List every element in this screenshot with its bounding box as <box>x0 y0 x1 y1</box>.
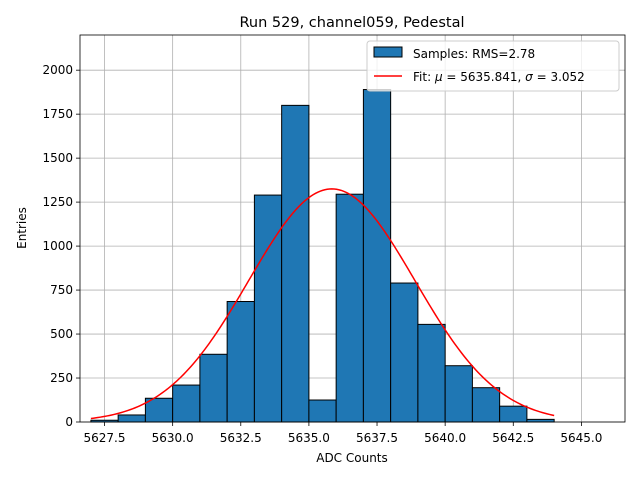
histogram-bar-14 <box>471 387 501 423</box>
legend-mu-symbol: μ <box>434 70 443 84</box>
y-axis-ticks: 0 250 500 750 1000 1250 1500 1750 2000 <box>42 63 80 429</box>
y-tick-label-0: 0 <box>65 415 73 429</box>
x-tick-label-7: 5645.0 <box>560 431 602 445</box>
legend-fit-label: Fit: μ = 5635.841, σ = 3.052 <box>413 70 585 84</box>
histogram-bar-11 <box>390 282 419 423</box>
y-tick-label-4: 1000 <box>42 239 73 253</box>
plot-frame <box>79 34 626 423</box>
x-axis-ticks: 5627.5 5630.0 5632.5 5635.0 5637.5 5640.0 5642… <box>84 422 602 445</box>
histogram-bar-4 <box>199 353 228 423</box>
histogram-bars <box>90 89 555 423</box>
y-tick-label-8: 2000 <box>42 63 73 77</box>
x-tick-label-5: 5640.0 <box>424 431 466 445</box>
x-tick-label-6: 5642.5 <box>492 431 534 445</box>
y-tick-label-6: 1500 <box>42 151 73 165</box>
legend-sigma-value: = 3.052 <box>533 70 585 84</box>
histogram-bar-15 <box>499 405 528 423</box>
histogram-bar-13 <box>444 365 473 423</box>
legend-samples-label: Samples: RMS=2.78 <box>413 47 535 61</box>
y-tick-label-5: 1250 <box>42 195 73 209</box>
y-tick-label-7: 1750 <box>42 107 73 121</box>
y-tick-label-2: 500 <box>50 327 73 341</box>
x-tick-label-2: 5632.5 <box>220 431 262 445</box>
y-axis-label: Entries <box>15 207 29 249</box>
x-tick-label-0: 5627.5 <box>84 431 126 445</box>
x-tick-label-1: 5630.0 <box>152 431 194 445</box>
histogram-bar-3 <box>172 384 201 423</box>
legend-frame <box>366 40 620 92</box>
legend-samples-swatch <box>373 46 403 58</box>
legend-mu-value: = 5635.841, <box>443 70 526 84</box>
histogram-bar-5 <box>226 301 255 423</box>
histogram-bar-6 <box>253 194 283 423</box>
legend-fit-prefix: Fit: <box>413 70 435 84</box>
legend-sigma-symbol: σ <box>525 70 533 84</box>
x-tick-label-3: 5635.0 <box>288 431 330 445</box>
histogram-bar-7 <box>281 104 310 423</box>
x-axis-label: ADC Counts <box>316 451 388 465</box>
legend: Samples: RMS=2.78 Fit: μ = 5635.841, σ =… <box>366 40 620 92</box>
histogram-bar-10 <box>362 89 392 423</box>
histogram-bar-1 <box>117 414 146 423</box>
y-tick-label-1: 250 <box>50 371 73 385</box>
x-tick-label-4: 5637.5 <box>356 431 398 445</box>
histogram-bar-8 <box>308 399 337 423</box>
chart-title: Run 529, channel059, Pedestal <box>239 15 464 31</box>
histogram-bar-9 <box>335 193 364 423</box>
gaussian-fit-curve <box>90 188 555 420</box>
histogram-bar-12 <box>417 323 446 423</box>
histogram-bar-2 <box>144 397 174 423</box>
y-tick-label-3: 750 <box>50 283 73 297</box>
